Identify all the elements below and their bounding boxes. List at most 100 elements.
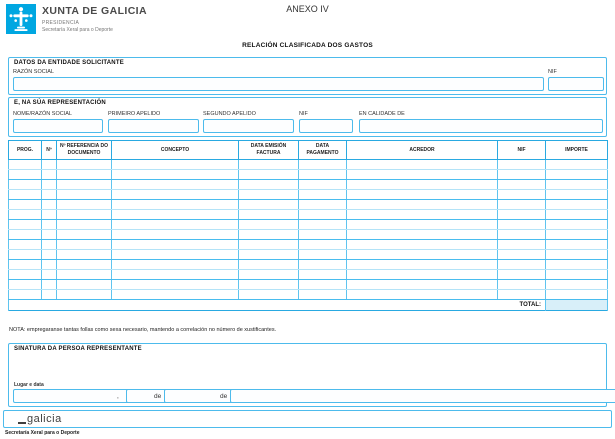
table-cell[interactable] xyxy=(545,249,608,260)
table-cell[interactable] xyxy=(56,189,112,200)
table-cell[interactable] xyxy=(56,229,112,240)
table-cell[interactable] xyxy=(545,169,608,180)
table-cell[interactable] xyxy=(545,189,608,200)
table-cell[interactable] xyxy=(497,219,546,230)
razon-social-field[interactable] xyxy=(13,77,544,91)
table-cell[interactable] xyxy=(8,279,42,290)
table-cell[interactable] xyxy=(56,249,112,260)
table-cell[interactable] xyxy=(111,279,239,290)
table-cell[interactable] xyxy=(238,249,299,260)
table-cell[interactable] xyxy=(8,179,42,190)
table-cell[interactable] xyxy=(298,289,347,300)
table-cell[interactable] xyxy=(41,159,57,170)
table-cell[interactable] xyxy=(298,259,347,270)
table-cell[interactable] xyxy=(298,229,347,240)
segundo-apelido-field[interactable] xyxy=(203,119,294,133)
table-cell[interactable] xyxy=(8,239,42,250)
table-cell[interactable] xyxy=(238,229,299,240)
table-cell[interactable] xyxy=(298,219,347,230)
table-cell[interactable] xyxy=(8,289,42,300)
primeiro-apelido-field[interactable] xyxy=(108,119,199,133)
table-cell[interactable] xyxy=(8,159,42,170)
table-cell[interactable] xyxy=(346,279,498,290)
table-cell[interactable] xyxy=(56,279,112,290)
table-cell[interactable] xyxy=(41,179,57,190)
table-cell[interactable] xyxy=(8,209,42,220)
table-cell[interactable] xyxy=(545,219,608,230)
table-cell[interactable] xyxy=(238,279,299,290)
table-cell[interactable] xyxy=(298,199,347,210)
table-cell[interactable] xyxy=(298,159,347,170)
table-cell[interactable] xyxy=(497,209,546,220)
table-cell[interactable] xyxy=(298,239,347,250)
table-cell[interactable] xyxy=(41,219,57,230)
table-cell[interactable] xyxy=(111,269,239,280)
table-cell[interactable] xyxy=(238,209,299,220)
table-cell[interactable] xyxy=(346,189,498,200)
table-cell[interactable] xyxy=(8,169,42,180)
table-cell[interactable] xyxy=(497,269,546,280)
table-cell[interactable] xyxy=(545,239,608,250)
table-cell[interactable] xyxy=(346,169,498,180)
table-cell[interactable] xyxy=(497,239,546,250)
table-cell[interactable] xyxy=(111,189,239,200)
table-cell[interactable] xyxy=(238,189,299,200)
table-cell[interactable] xyxy=(497,279,546,290)
table-cell[interactable] xyxy=(8,249,42,260)
table-cell[interactable] xyxy=(111,249,239,260)
table-cell[interactable] xyxy=(298,179,347,190)
table-cell[interactable] xyxy=(111,289,239,300)
table-cell[interactable] xyxy=(346,209,498,220)
table-cell[interactable] xyxy=(497,229,546,240)
table-cell[interactable] xyxy=(497,159,546,170)
entidade-nif-field[interactable] xyxy=(548,77,604,91)
table-cell[interactable] xyxy=(8,259,42,270)
table-cell[interactable] xyxy=(545,159,608,170)
year-field[interactable] xyxy=(230,389,615,403)
table-cell[interactable] xyxy=(111,229,239,240)
table-cell[interactable] xyxy=(238,259,299,270)
table-cell[interactable] xyxy=(41,289,57,300)
table-cell[interactable] xyxy=(8,229,42,240)
table-cell[interactable] xyxy=(238,159,299,170)
table-cell[interactable] xyxy=(111,219,239,230)
table-cell[interactable] xyxy=(41,279,57,290)
nome-razon-social-field[interactable] xyxy=(13,119,103,133)
table-cell[interactable] xyxy=(545,179,608,190)
table-cell[interactable] xyxy=(497,169,546,180)
table-cell[interactable] xyxy=(238,239,299,250)
table-cell[interactable] xyxy=(56,159,112,170)
table-cell[interactable] xyxy=(346,289,498,300)
table-cell[interactable] xyxy=(41,239,57,250)
table-cell[interactable] xyxy=(111,179,239,190)
table-cell[interactable] xyxy=(41,229,57,240)
table-cell[interactable] xyxy=(298,249,347,260)
table-cell[interactable] xyxy=(8,199,42,210)
table-cell[interactable] xyxy=(111,209,239,220)
table-cell[interactable] xyxy=(346,259,498,270)
table-cell[interactable] xyxy=(111,259,239,270)
table-cell[interactable] xyxy=(346,239,498,250)
table-cell[interactable] xyxy=(56,259,112,270)
table-cell[interactable] xyxy=(545,209,608,220)
table-cell[interactable] xyxy=(298,279,347,290)
table-cell[interactable] xyxy=(56,169,112,180)
table-cell[interactable] xyxy=(298,269,347,280)
table-cell[interactable] xyxy=(346,159,498,170)
table-cell[interactable] xyxy=(41,249,57,260)
table-cell[interactable] xyxy=(545,289,608,300)
table-cell[interactable] xyxy=(56,199,112,210)
table-cell[interactable] xyxy=(56,209,112,220)
table-cell[interactable] xyxy=(8,219,42,230)
table-cell[interactable] xyxy=(8,189,42,200)
table-cell[interactable] xyxy=(298,209,347,220)
table-cell[interactable] xyxy=(497,199,546,210)
representante-nif-field[interactable] xyxy=(299,119,353,133)
table-cell[interactable] xyxy=(346,249,498,260)
table-cell[interactable] xyxy=(41,189,57,200)
table-cell[interactable] xyxy=(298,189,347,200)
table-cell[interactable] xyxy=(346,219,498,230)
table-cell[interactable] xyxy=(41,169,57,180)
table-cell[interactable] xyxy=(41,209,57,220)
table-cell[interactable] xyxy=(545,229,608,240)
